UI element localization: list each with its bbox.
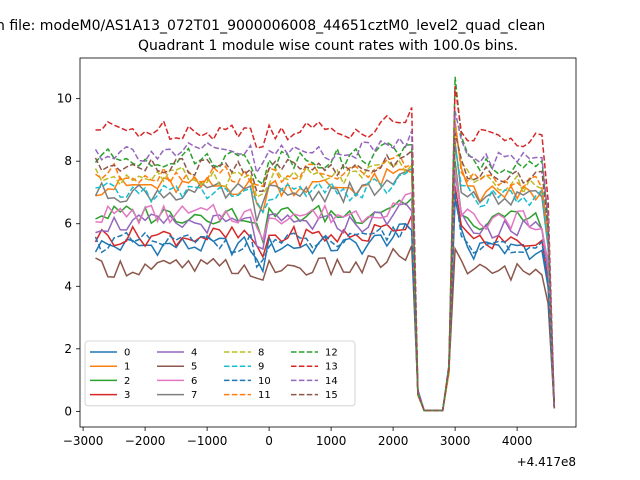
series-line-14 xyxy=(94,111,556,412)
legend-label-4: 4 xyxy=(191,348,197,359)
x-tick-label: −1000 xyxy=(187,434,228,448)
series-line-9 xyxy=(95,145,556,412)
legend-label-11: 11 xyxy=(258,390,271,401)
x-tick-label: 4000 xyxy=(502,434,533,448)
plot-frame xyxy=(79,57,577,428)
legend-label-15: 15 xyxy=(325,390,338,401)
legend-label-3: 3 xyxy=(124,390,130,401)
series-line-12 xyxy=(94,76,556,412)
y-tick-label: 0 xyxy=(64,404,72,418)
series-line-7 xyxy=(94,142,556,412)
legend-label-6: 6 xyxy=(191,376,197,387)
y-axis: 0 2 4 6 8 10 xyxy=(57,92,80,418)
series-line-2 xyxy=(95,161,556,412)
series-line-6 xyxy=(95,167,556,412)
series-line-8 xyxy=(94,129,556,412)
x-tick-label: 2000 xyxy=(378,434,409,448)
legend-label-8: 8 xyxy=(258,348,264,359)
legend-label-5: 5 xyxy=(191,362,197,373)
legend-label-1: 1 xyxy=(124,362,130,373)
x-tick-label: 1000 xyxy=(316,434,347,448)
legend-label-7: 7 xyxy=(191,390,197,401)
x-tick-label: −2000 xyxy=(125,434,166,448)
series-layer xyxy=(94,76,556,412)
legend-label-13: 13 xyxy=(325,362,338,373)
legend-label-9: 9 xyxy=(258,362,264,373)
y-tick-label: 6 xyxy=(64,217,72,231)
x-tick-label: −3000 xyxy=(63,434,104,448)
series-line-0 xyxy=(94,198,556,412)
legend-label-14: 14 xyxy=(325,376,338,387)
legend-box xyxy=(84,340,356,407)
series-line-4 xyxy=(95,173,556,412)
x-offset-label: +4.417e8 xyxy=(517,455,576,469)
legend-label-2: 2 xyxy=(124,376,130,387)
series-line-10 xyxy=(94,192,556,412)
y-tick-label: 10 xyxy=(57,92,72,106)
x-tick-label: 0 xyxy=(265,434,273,448)
x-tick-label: 3000 xyxy=(440,434,471,448)
legend-label-12: 12 xyxy=(325,348,338,359)
chart-suptitle: n file: modeM0/AS1A13_072T01_9000006008_… xyxy=(0,18,545,34)
legend-label-10: 10 xyxy=(258,376,271,387)
legend-label-0: 0 xyxy=(124,348,130,359)
chart-title: Quadrant 1 module wise count rates with … xyxy=(138,38,518,54)
y-tick-label: 8 xyxy=(64,154,72,168)
y-tick-label: 2 xyxy=(64,342,72,356)
x-axis: −3000 −2000 −1000 0 1000 2000 3000 4000 xyxy=(63,427,533,448)
series-line-13 xyxy=(95,85,556,412)
y-tick-label: 4 xyxy=(64,279,72,293)
series-line-11 xyxy=(95,120,556,412)
series-line-5 xyxy=(95,245,556,412)
series-line-15 xyxy=(94,132,556,412)
